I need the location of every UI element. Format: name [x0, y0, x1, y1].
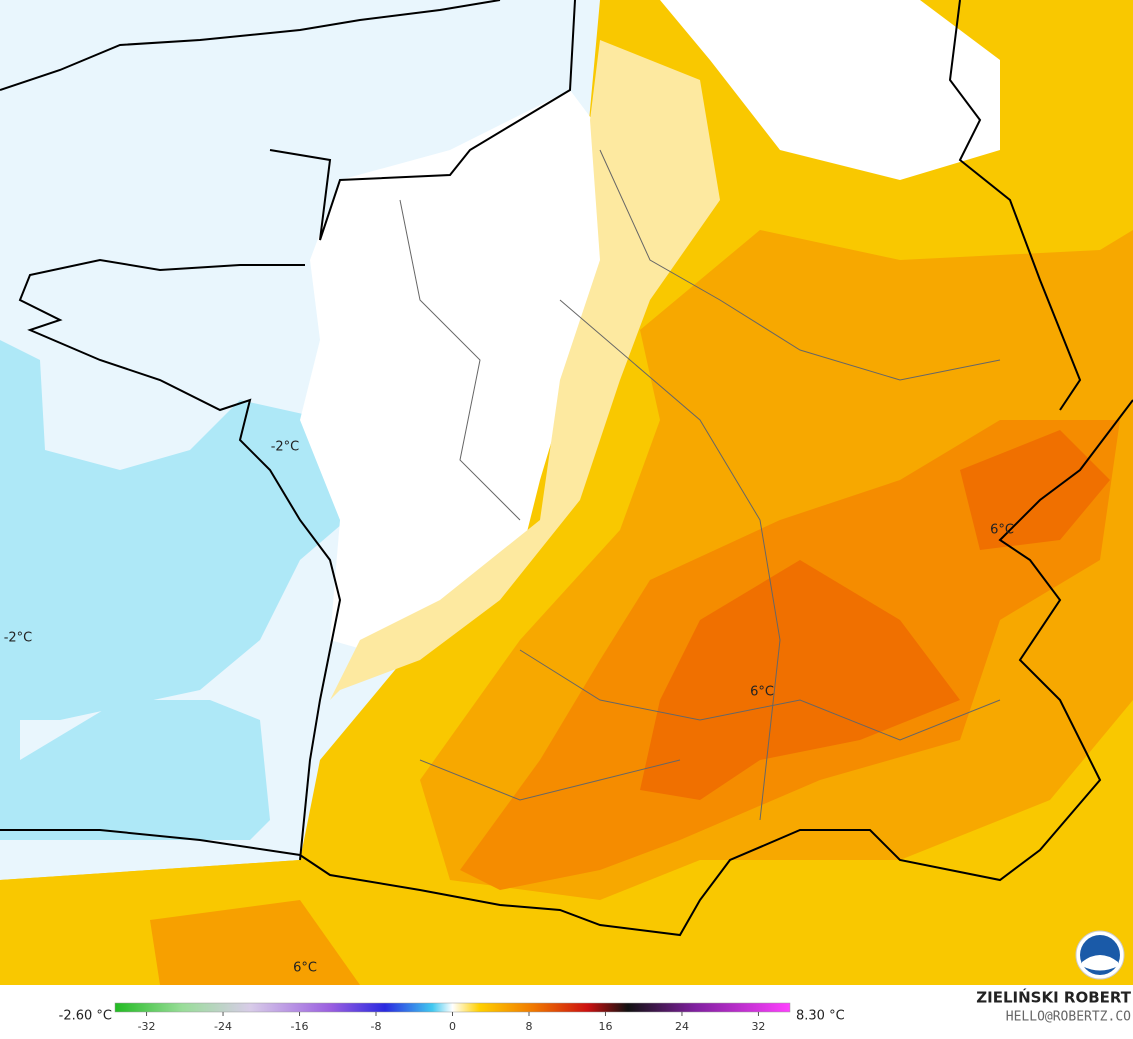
spain-field [150, 900, 360, 985]
hot-field [960, 430, 1110, 550]
colorbar-tick-label: -32 [138, 1020, 156, 1033]
contour-label: -2°C [4, 631, 33, 646]
contour-label: 6°C [293, 961, 317, 976]
colorbar-tick-label: -24 [214, 1020, 232, 1033]
colorbar-min: -2.60 °C [59, 1009, 112, 1024]
author: ZIELIŃSKI ROBERT [976, 988, 1131, 1007]
contour-label: 6°C [750, 685, 774, 700]
colorbar-tick-label: 16 [598, 1020, 612, 1033]
coastline [0, 0, 1133, 937]
noaa-logo [1075, 930, 1125, 980]
pale-field [330, 40, 720, 700]
white-field [660, 0, 1000, 180]
colorbar-scale [114, 1002, 791, 1013]
colorbar-tick-label: 24 [675, 1020, 689, 1033]
cyan-field [0, 340, 370, 840]
colorbar-tick-label: 8 [525, 1020, 532, 1033]
white-field [300, 90, 610, 660]
hot-field [640, 560, 960, 800]
contour-label: -2°C [271, 440, 300, 455]
colorbar-tick-label: -8 [371, 1020, 382, 1033]
colorbar-tick-label: 0 [449, 1020, 456, 1033]
contact: HELLO@ROBERTZ.CO [1006, 1010, 1131, 1025]
map-area: -2°C -2°C 6°C 6°C 6°C [0, 0, 1133, 985]
colorbar-max: 8.30 °C [796, 1009, 845, 1024]
colorbar-tick-label: -16 [291, 1020, 309, 1033]
region-borders [399, 149, 1001, 821]
contour-label: 6°C [990, 523, 1014, 538]
colorbar-tick-label: 32 [751, 1020, 765, 1033]
